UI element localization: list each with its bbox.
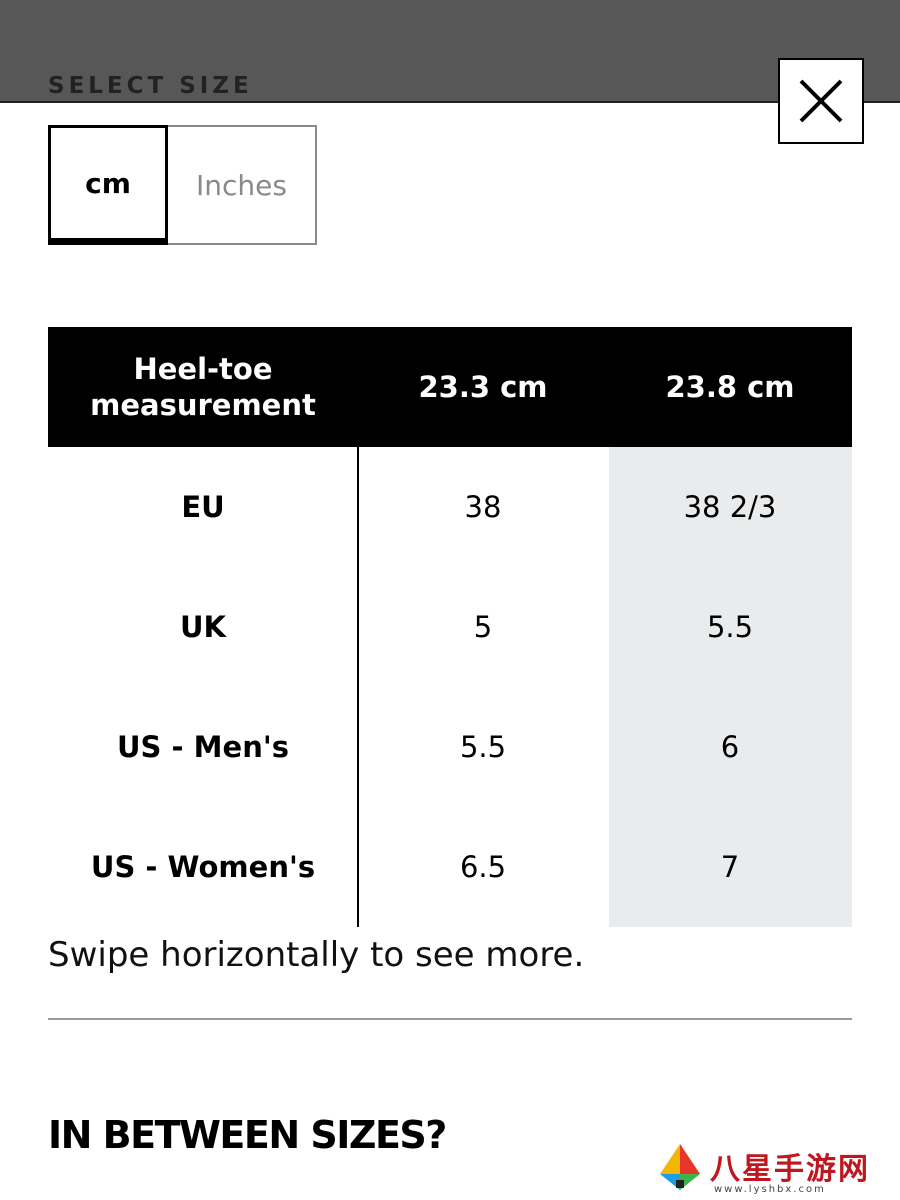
close-icon <box>799 79 843 123</box>
swipe-hint: Swipe horizontally to see more. <box>48 935 585 975</box>
row-label: EU <box>181 490 225 524</box>
modal-overlay <box>0 0 900 101</box>
column-divider <box>357 447 359 927</box>
table-cell: 38 <box>464 490 502 524</box>
header-label: Heel-toe measurement <box>48 327 358 447</box>
row-label: UK <box>179 610 227 644</box>
table-cell: 5.5 <box>459 730 507 764</box>
watermark-text: 八星手游网 <box>710 1152 870 1187</box>
size-table[interactable]: Heel-toe measurement 23.3 cm 23.8 cm EU … <box>48 327 852 927</box>
highlighted-column <box>609 447 852 927</box>
table-header-row: Heel-toe measurement 23.3 cm 23.8 cm <box>48 327 852 447</box>
column-header: 23.8 cm <box>665 370 795 404</box>
column-header: 23.3 cm <box>418 370 548 404</box>
row-label: US - Women's <box>90 850 316 884</box>
header-label-text: Heel-toe measurement <box>90 352 316 422</box>
table-row: US - Men's 5.5 6 <box>48 687 852 807</box>
close-button[interactable] <box>778 58 864 144</box>
section-divider <box>48 1018 852 1020</box>
unit-toggle: cm Inches <box>48 125 317 245</box>
table-cell: 6 <box>720 730 740 764</box>
table-cell: 6.5 <box>459 850 507 884</box>
unit-option-cm[interactable]: cm <box>48 125 168 245</box>
table-row: US - Women's 6.5 7 <box>48 807 852 927</box>
watermark-url: www.lyshbx.com <box>714 1184 826 1195</box>
table-cell: 5.5 <box>706 610 754 644</box>
table-row: EU 38 38 2/3 <box>48 447 852 567</box>
row-label: US - Men's <box>117 730 289 764</box>
table-cell: 5 <box>473 610 493 644</box>
table-row: UK 5 5.5 <box>48 567 852 687</box>
watermark-logo: 八星手游网 www.lyshbx.com <box>652 1140 892 1196</box>
unit-option-inches[interactable]: Inches <box>168 125 317 245</box>
select-size-title: SELECT SIZE <box>48 73 253 99</box>
table-cell: 38 2/3 <box>683 490 777 524</box>
in-between-sizes-heading[interactable]: IN BETWEEN SIZES? <box>48 1113 447 1157</box>
table-body: EU 38 38 2/3 UK 5 5.5 US - Men's 5.5 6 U… <box>48 447 852 927</box>
table-cell: 7 <box>720 850 740 884</box>
watermark-icon <box>660 1144 700 1190</box>
